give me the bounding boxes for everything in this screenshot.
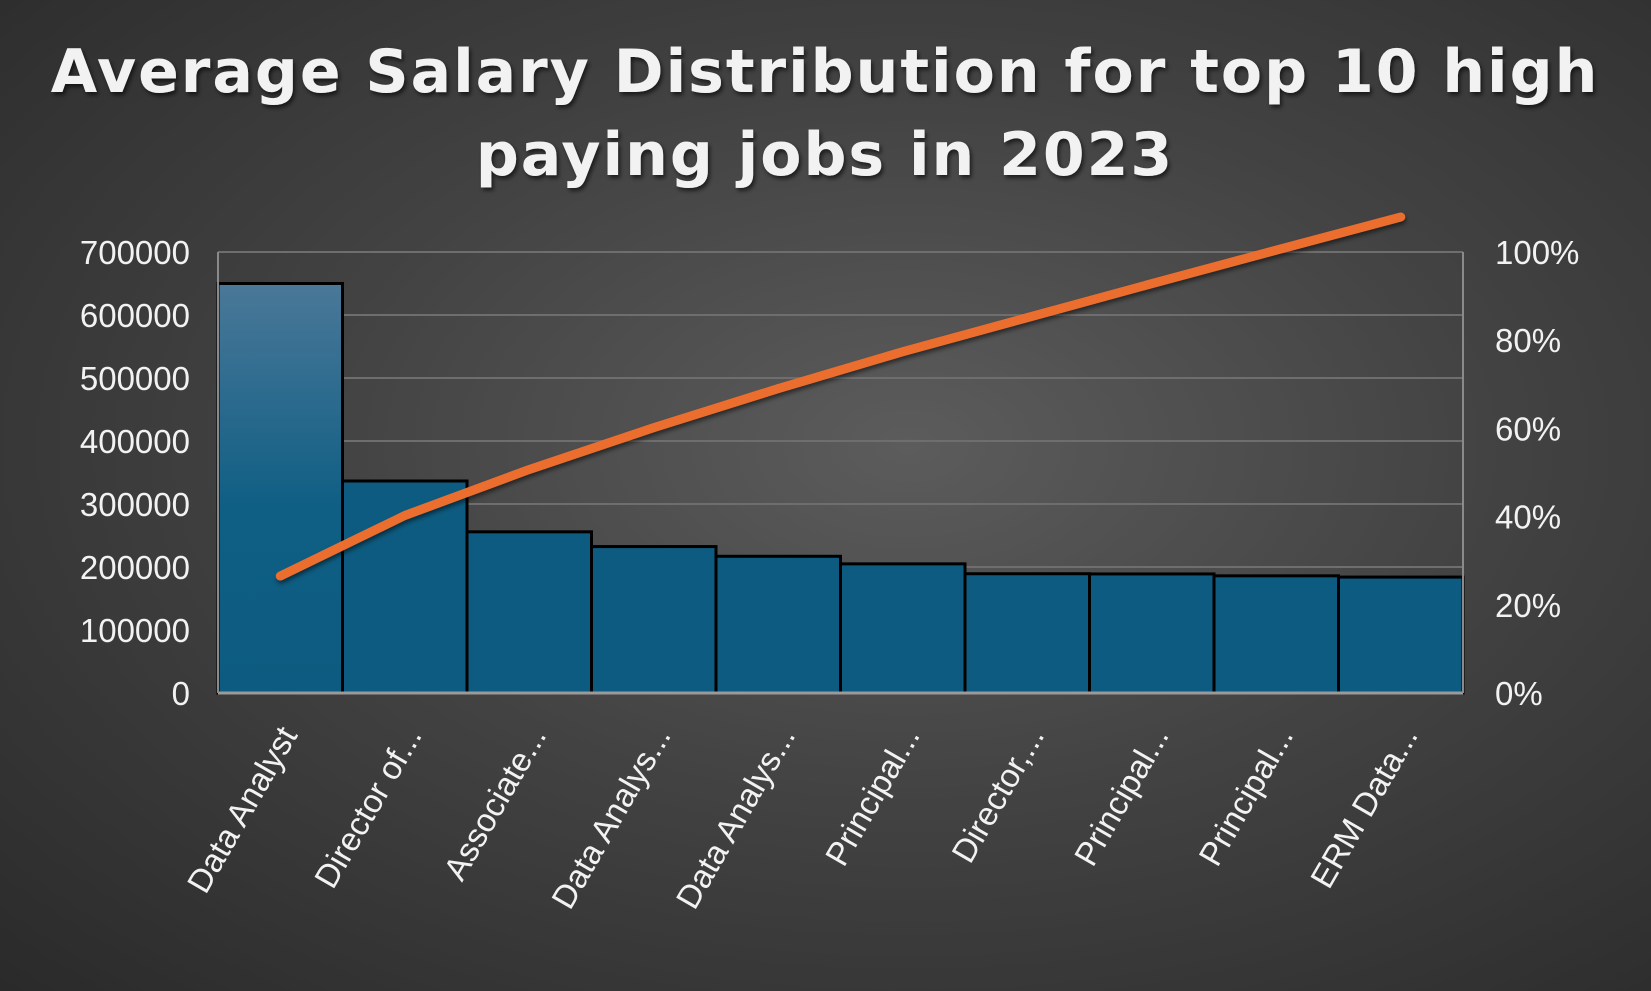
- x-tick-label: Director,...: [944, 720, 1051, 869]
- y-tick-label: 400000: [80, 423, 190, 460]
- y-tick-label: 300000: [80, 486, 190, 523]
- cumulative-line-series: [275, 212, 1406, 581]
- y-tick-label: 500000: [80, 360, 190, 397]
- y-tick-label: 700000: [80, 234, 190, 271]
- y-tick-label: 200000: [80, 549, 190, 586]
- x-tick-label: Data Analyst: [180, 720, 305, 899]
- chart-title-line-1: Average Salary Distribution for top 10 h…: [51, 37, 1600, 107]
- bar: [839, 562, 967, 695]
- x-tick-label: Principal...: [1191, 720, 1300, 872]
- bar: [1088, 572, 1216, 695]
- chart-title: Average Salary Distribution for top 10 h…: [51, 37, 1600, 190]
- bar: [590, 545, 718, 695]
- y2-tick-label: 60%: [1495, 410, 1561, 447]
- bar: [714, 554, 842, 695]
- bar: [465, 530, 593, 695]
- bar-series: [216, 282, 1465, 695]
- bar: [963, 572, 1091, 695]
- bar: [1337, 575, 1465, 695]
- x-tick-label: ERM Data...: [1303, 720, 1425, 894]
- y-tick-label: 100000: [80, 612, 190, 649]
- y-tick-label: 0: [172, 675, 190, 712]
- x-tick-label: Associate...: [436, 720, 553, 886]
- y2-tick-label: 40%: [1495, 499, 1561, 536]
- secondary-y-axis-tick-labels: 0% 20% 40% 60% 80% 100%: [1495, 234, 1579, 712]
- y2-tick-label: 80%: [1495, 322, 1561, 359]
- y-axis-tick-labels: 0 100000 200000 300000 400000 500000 600000 700…: [80, 234, 190, 712]
- bar: [1212, 574, 1340, 695]
- axes: [217, 252, 1464, 695]
- bar: [216, 282, 344, 695]
- y2-tick-label: 100%: [1495, 234, 1579, 271]
- x-tick-label: Data Analys...: [668, 720, 802, 915]
- y2-tick-label: 20%: [1495, 587, 1561, 624]
- y-tick-label: 600000: [80, 297, 190, 334]
- x-tick-label: Data Analys...: [544, 720, 678, 915]
- x-tick-label: Principal...: [818, 720, 927, 872]
- cumulative-line: [275, 212, 1406, 581]
- chart-title-line-2: paying jobs in 2023: [476, 120, 1174, 190]
- y2-tick-label: 0%: [1495, 675, 1543, 712]
- x-axis-category-labels: Data Analyst Director of... Associate...Da…: [180, 720, 1425, 915]
- x-tick-label: Principal...: [1067, 720, 1176, 872]
- x-tick-label: Director of...: [307, 720, 429, 894]
